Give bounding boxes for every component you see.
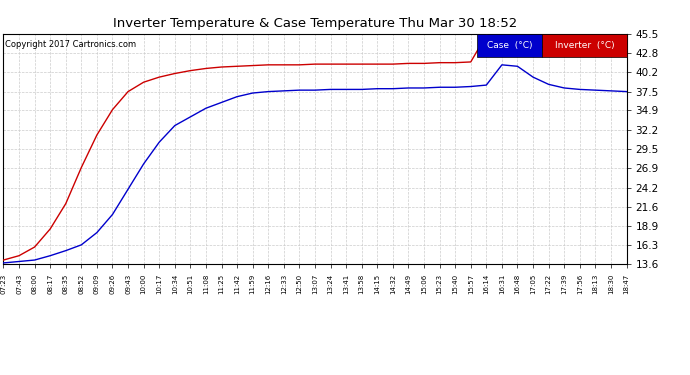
FancyBboxPatch shape bbox=[542, 34, 627, 57]
FancyBboxPatch shape bbox=[477, 34, 542, 57]
Text: Case  (°C): Case (°C) bbox=[487, 41, 533, 50]
Text: Inverter  (°C): Inverter (°C) bbox=[555, 41, 614, 50]
Title: Inverter Temperature & Case Temperature Thu Mar 30 18:52: Inverter Temperature & Case Temperature … bbox=[113, 17, 517, 30]
Text: Copyright 2017 Cartronics.com: Copyright 2017 Cartronics.com bbox=[5, 39, 136, 48]
